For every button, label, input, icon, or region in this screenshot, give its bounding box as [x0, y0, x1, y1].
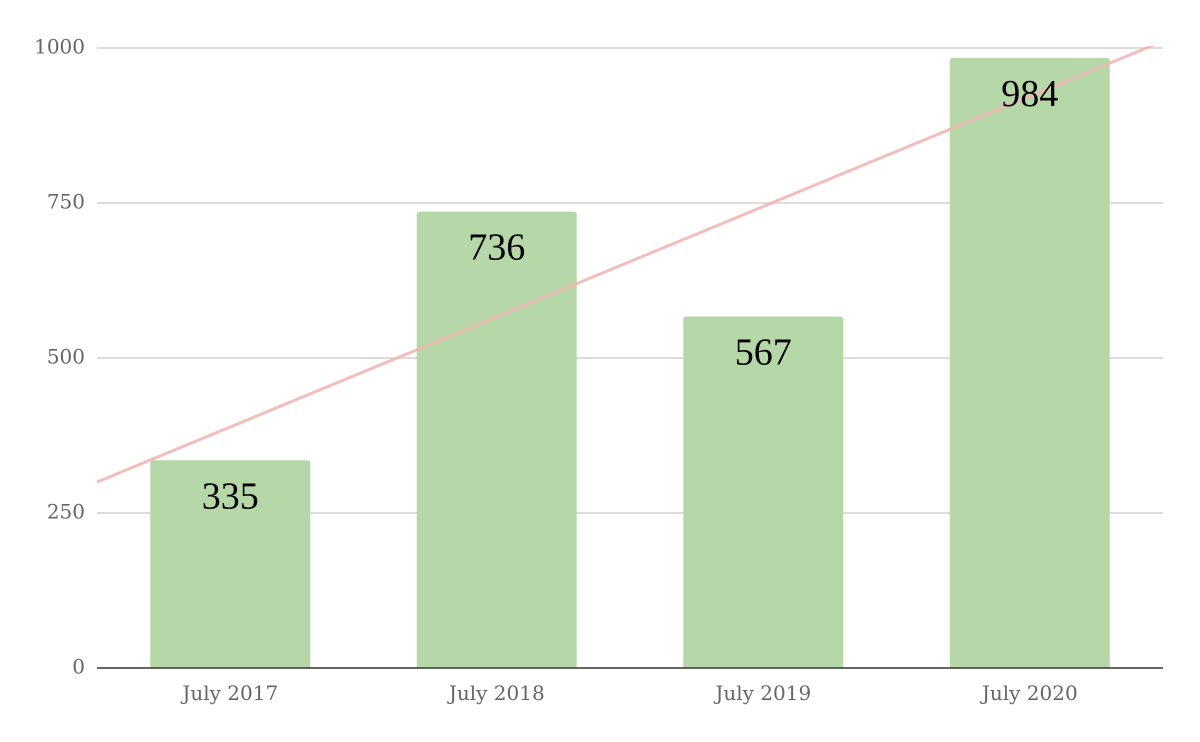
bars	[150, 57, 1110, 669]
y-tick-label: 1000	[34, 35, 85, 59]
data-label: 736	[468, 227, 525, 269]
data-label: 335	[202, 475, 259, 517]
x-tick-label: July 2020	[980, 681, 1078, 705]
bar	[949, 57, 1110, 669]
x-axis-tick-labels: July 2017 July 2018 July 2019 July 2020	[180, 681, 1077, 705]
x-tick-label: July 2018	[447, 681, 545, 705]
data-label: 984	[1001, 73, 1058, 115]
y-axis-tick-labels: 0 250 500 750 1000	[34, 35, 85, 679]
y-tick-label: 500	[47, 345, 85, 369]
data-labels: 335 736 567 984	[202, 73, 1059, 517]
bar	[683, 316, 844, 668]
y-tick-label: 0	[72, 655, 85, 679]
data-label: 567	[735, 331, 792, 373]
bar	[150, 460, 311, 668]
x-tick-label: July 2019	[713, 681, 811, 705]
x-tick-label: July 2017	[180, 681, 278, 705]
trendline-layer	[97, 46, 1156, 484]
trendline	[97, 46, 1156, 484]
y-tick-label: 250	[47, 500, 85, 524]
y-tick-label: 750	[47, 190, 85, 214]
bar	[416, 211, 577, 668]
